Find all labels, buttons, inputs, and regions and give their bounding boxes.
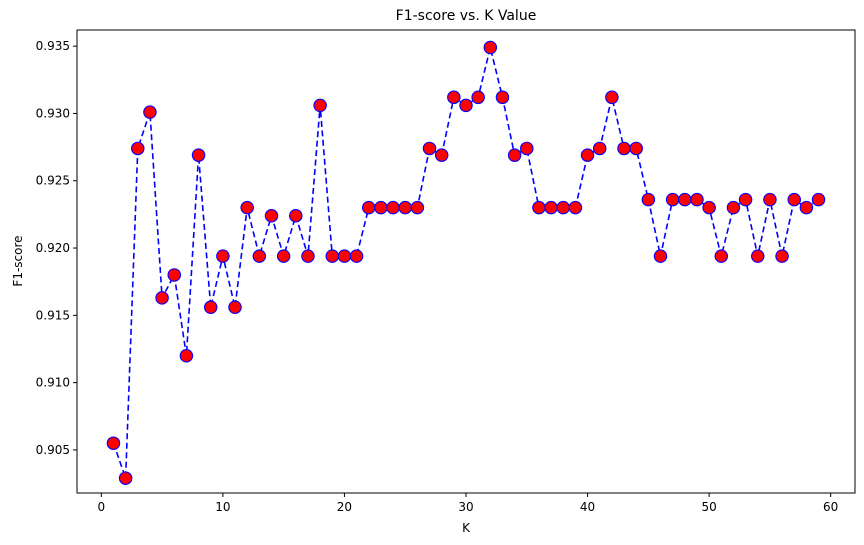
data-point bbox=[240, 200, 254, 215]
data-point bbox=[775, 249, 789, 263]
data-point bbox=[179, 348, 194, 363]
data-point bbox=[374, 200, 388, 215]
data-point bbox=[665, 192, 680, 207]
data-point bbox=[726, 200, 741, 215]
data-point bbox=[507, 148, 522, 162]
plot-area bbox=[106, 40, 826, 485]
data-point bbox=[131, 141, 145, 156]
data-point bbox=[532, 200, 546, 215]
data-point bbox=[763, 192, 777, 207]
data-point bbox=[264, 208, 279, 223]
data-point bbox=[447, 90, 461, 105]
y-tick-label: 0.930 bbox=[36, 106, 70, 120]
x-tick-label: 40 bbox=[580, 500, 595, 514]
data-point bbox=[556, 200, 570, 215]
y-tick-label: 0.935 bbox=[36, 39, 70, 53]
data-point bbox=[276, 249, 291, 263]
data-point bbox=[228, 300, 242, 315]
x-tick-label: 0 bbox=[97, 500, 105, 514]
data-point bbox=[155, 291, 169, 305]
data-point bbox=[459, 98, 473, 113]
data-point bbox=[422, 141, 437, 156]
data-point bbox=[787, 192, 801, 207]
data-point bbox=[641, 192, 656, 207]
data-point bbox=[410, 200, 425, 215]
y-tick-label: 0.915 bbox=[36, 308, 70, 322]
data-point bbox=[811, 192, 826, 207]
x-axis-label: K bbox=[462, 521, 471, 535]
data-point bbox=[191, 148, 206, 162]
data-point bbox=[337, 249, 352, 263]
data-point bbox=[544, 200, 558, 215]
data-point bbox=[690, 192, 704, 207]
data-point bbox=[313, 98, 327, 113]
data-point bbox=[252, 249, 267, 263]
data-point bbox=[495, 90, 510, 105]
data-point bbox=[580, 148, 595, 162]
data-point bbox=[750, 249, 765, 263]
data-point bbox=[592, 141, 607, 156]
data-point bbox=[434, 148, 449, 162]
data-point bbox=[325, 249, 340, 263]
y-tick-label: 0.910 bbox=[36, 376, 70, 390]
y-tick-label: 0.920 bbox=[36, 241, 70, 255]
y-tick-label: 0.925 bbox=[36, 174, 70, 188]
data-point bbox=[678, 192, 692, 207]
x-tick-label: 60 bbox=[823, 500, 838, 514]
data-point bbox=[349, 249, 364, 263]
data-point bbox=[106, 436, 121, 450]
data-point bbox=[714, 249, 729, 263]
data-point bbox=[702, 200, 716, 215]
data-point bbox=[289, 208, 303, 223]
data-point bbox=[361, 200, 376, 215]
x-tick-label: 10 bbox=[215, 500, 230, 514]
data-point bbox=[471, 90, 485, 105]
x-tick-label: 30 bbox=[458, 500, 473, 514]
y-tick-label: 0.905 bbox=[36, 443, 70, 457]
data-point bbox=[629, 141, 643, 156]
data-point bbox=[483, 40, 498, 55]
data-point bbox=[301, 249, 315, 263]
data-point bbox=[118, 471, 133, 485]
chart-title: F1-score vs. K Value bbox=[396, 8, 537, 24]
x-tick-label: 20 bbox=[337, 500, 352, 514]
y-axis-label: F1-score bbox=[11, 235, 25, 286]
data-point bbox=[216, 249, 230, 263]
data-point bbox=[167, 268, 182, 282]
data-point bbox=[520, 141, 534, 156]
data-point bbox=[143, 105, 157, 119]
data-point bbox=[653, 249, 668, 263]
data-point bbox=[617, 141, 631, 156]
data-point bbox=[738, 192, 753, 207]
data-point bbox=[568, 200, 583, 215]
data-point bbox=[203, 300, 218, 315]
data-point bbox=[398, 200, 412, 215]
data-point bbox=[386, 200, 400, 215]
data-point bbox=[799, 200, 814, 215]
data-point bbox=[605, 90, 619, 105]
x-axis: 0 10 20 30 40 50 60 bbox=[97, 493, 838, 514]
x-tick-label: 50 bbox=[701, 500, 716, 514]
y-axis: 0.905 0.910 0.915 0.920 0.925 0.930 0.935 bbox=[36, 39, 77, 457]
